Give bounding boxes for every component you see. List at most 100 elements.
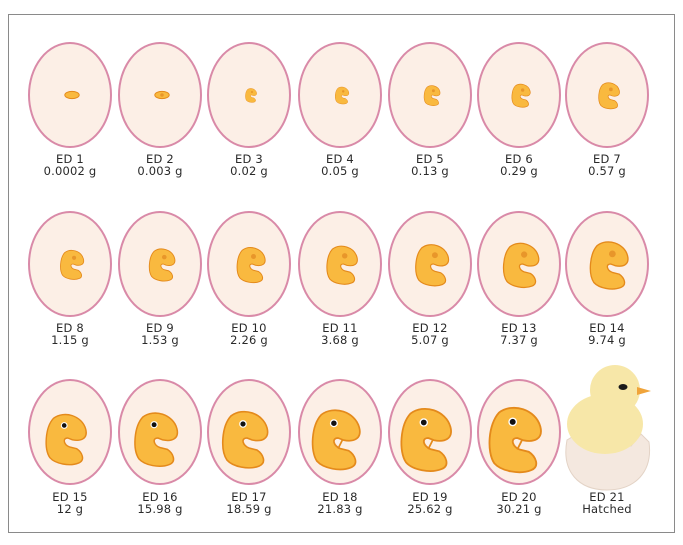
stage-label: ED 18 21.83 g — [295, 491, 385, 515]
embryo-body — [502, 242, 540, 289]
stage-weight: 0.05 g — [321, 164, 359, 178]
stage-weight: 15.98 g — [137, 502, 183, 516]
stage-6 — [477, 42, 561, 148]
stage-13 — [477, 211, 561, 317]
embryo-body — [221, 410, 269, 469]
stage-label: ED 17 18.59 g — [204, 491, 294, 515]
stage-label: ED 14 9.74 g — [562, 322, 652, 346]
stage-weight: 0.29 g — [500, 164, 538, 178]
stage-label: ED 15 12 g — [25, 491, 115, 515]
embryo — [326, 245, 358, 285]
stage-label: ED 8 1.15 g — [25, 322, 115, 346]
embryo-body — [335, 86, 350, 105]
stage-day: ED 3 — [235, 152, 263, 166]
stage-label: ED 2 0.003 g — [115, 153, 205, 177]
embryo-eye — [521, 251, 528, 258]
embryo — [423, 85, 441, 106]
embryo-eye — [432, 252, 438, 259]
stage-day: ED 17 — [231, 490, 267, 504]
embryo-body — [326, 245, 358, 285]
embryo — [236, 247, 266, 284]
stage-4 — [298, 42, 382, 148]
stage-weight: 5.07 g — [411, 333, 449, 347]
stage-label: ED 9 1.53 g — [115, 322, 205, 346]
embryo-eye — [150, 421, 158, 429]
stage-11 — [298, 211, 382, 317]
embryo-beak — [427, 439, 434, 450]
embryo-body — [488, 407, 542, 474]
embryo-eye — [160, 93, 164, 97]
stage-day: ED 6 — [505, 152, 533, 166]
stage-day: ED 13 — [501, 321, 537, 335]
embryo — [64, 90, 80, 100]
stage-day: ED 1 — [56, 152, 84, 166]
stage-label: ED 11 3.68 g — [295, 322, 385, 346]
stage-day: ED 19 — [412, 490, 448, 504]
stage-9 — [118, 211, 202, 317]
embryo — [221, 410, 269, 469]
stage-day: ED 21 — [589, 490, 625, 504]
stage-weight: 3.68 g — [321, 333, 359, 347]
embryo — [335, 86, 350, 105]
stage-weight: 18.59 g — [226, 502, 272, 516]
stage-18 — [298, 379, 382, 485]
embryo-body — [45, 413, 87, 466]
stage-weight: 12 g — [56, 502, 84, 516]
stage-day: ED 8 — [56, 321, 84, 335]
embryo-eye — [251, 91, 253, 93]
stage-day: ED 11 — [322, 321, 358, 335]
stage-16 — [118, 379, 202, 485]
embryo-body — [415, 244, 450, 287]
stage-12 — [388, 211, 472, 317]
stage-day: ED 2 — [146, 152, 174, 166]
stage-20 — [477, 379, 561, 485]
embryo — [400, 408, 452, 472]
embryo-body — [64, 90, 80, 100]
embryo-body — [400, 408, 452, 472]
stage-15 — [28, 379, 112, 485]
chick-eye — [618, 384, 628, 390]
stage-weight: 0.0002 g — [43, 164, 97, 178]
embryo — [148, 248, 176, 282]
embryo-eye — [251, 253, 257, 259]
stage-weight: 1.53 g — [141, 333, 179, 347]
stage-2 — [118, 42, 202, 148]
embryo-body — [245, 88, 257, 103]
stage-day: ED 10 — [231, 321, 267, 335]
embryo — [511, 83, 531, 108]
embryo — [589, 241, 629, 290]
stage-weight: 2.26 g — [230, 333, 268, 347]
stage-1 — [28, 42, 112, 148]
stage-weight: 21.83 g — [317, 502, 363, 516]
stage-label: ED 3 0.02 g — [204, 153, 294, 177]
stage-label: ED 4 0.05 g — [295, 153, 385, 177]
stage-label: ED 1 0.0002 g — [25, 153, 115, 177]
chick-head — [590, 365, 640, 415]
stage-label: ED 19 25.62 g — [385, 491, 475, 515]
embryo-eye — [239, 420, 247, 428]
embryo-body — [598, 82, 620, 110]
embryo-body — [589, 241, 629, 290]
stage-weight: 0.13 g — [411, 164, 449, 178]
embryo-eye — [508, 417, 518, 427]
embryo — [154, 90, 170, 100]
stage-day: ED 12 — [412, 321, 448, 335]
stage-19 — [388, 379, 472, 485]
embryo-body — [148, 248, 176, 282]
stage-label: ED 13 7.37 g — [474, 322, 564, 346]
embryo-eye — [432, 89, 435, 93]
stage-label: ED 20 30.21 g — [474, 491, 564, 515]
stage-label: ED 6 0.29 g — [474, 153, 564, 177]
embryo-body — [423, 85, 441, 106]
embryo-eye — [342, 90, 345, 93]
embryo — [598, 82, 620, 110]
stage-day: ED 9 — [146, 321, 174, 335]
stage-weight: 25.62 g — [407, 502, 453, 516]
embryo — [488, 407, 542, 474]
stage-label: ED 7 0.57 g — [562, 153, 652, 177]
embryo-eye — [521, 88, 525, 92]
embryo — [45, 413, 87, 466]
embryo — [245, 88, 257, 103]
embryo-eye — [342, 253, 348, 259]
embryo-body — [311, 409, 361, 471]
